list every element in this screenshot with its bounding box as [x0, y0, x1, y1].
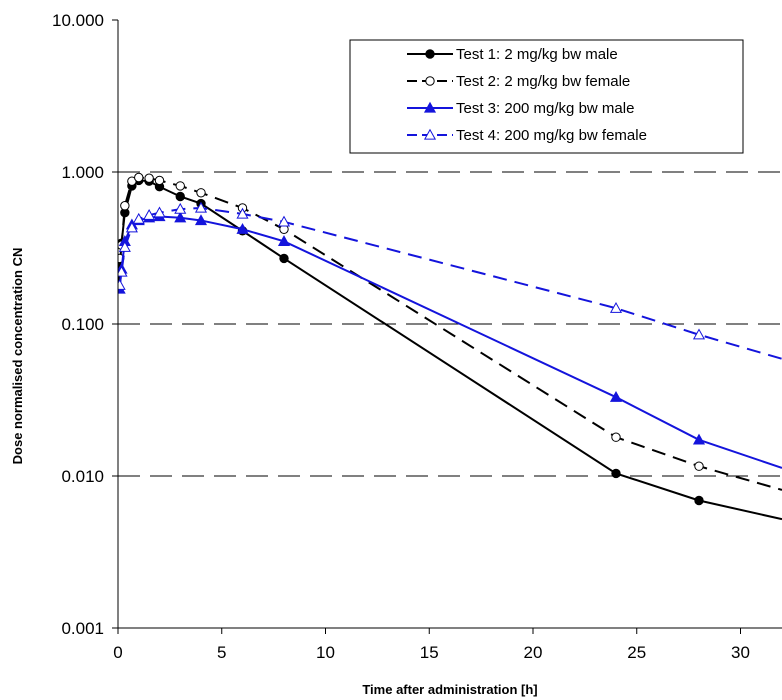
x-tick-label: 30 [731, 643, 750, 662]
data-point [144, 173, 154, 183]
x-tick-label: 20 [524, 643, 543, 662]
legend-entry: Test 1: 2 mg/kg bw male [407, 46, 618, 63]
legend-entry: Test 4: 200 mg/kg bw female [407, 127, 647, 144]
data-point [175, 191, 185, 202]
series-layer [118, 172, 782, 521]
legend-label: Test 4: 200 mg/kg bw female [456, 127, 647, 144]
data-point [423, 101, 437, 113]
data-point [609, 301, 623, 313]
axes [112, 19, 782, 634]
y-axis-title: Dose normalised concentration CN [10, 248, 25, 465]
data-point [134, 172, 144, 183]
data-point [694, 461, 704, 471]
series-1 [118, 175, 782, 521]
y-tick-label: 0.100 [61, 315, 104, 334]
x-axis-title: Time after administration [h] [362, 682, 537, 697]
data-point [194, 201, 208, 213]
data-point [692, 433, 706, 445]
data-point [611, 468, 621, 479]
data-point [279, 253, 289, 264]
data-point [425, 76, 435, 86]
y-tick-label: 1.000 [61, 163, 104, 182]
data-point [236, 223, 249, 234]
data-point [174, 202, 187, 214]
data-point [118, 265, 128, 277]
legend: Test 1: 2 mg/kg bw male Test 2: 2 mg/kg b… [349, 39, 744, 154]
data-point [609, 390, 623, 402]
data-point [236, 207, 249, 219]
data-point [277, 235, 291, 246]
data-point [143, 208, 156, 220]
legend-entry: Test 3: 200 mg/kg bw male [407, 100, 634, 117]
tick-labels: 0.001 0.010 0.100 1.000 10.000 0 5 10 15 20 25 30 [52, 11, 750, 662]
grid-lines [118, 171, 782, 477]
data-point [132, 212, 145, 224]
series-3 [118, 210, 782, 469]
data-point [423, 128, 437, 140]
legend-label: Test 3: 200 mg/kg bw male [456, 100, 634, 117]
series-line [118, 206, 782, 360]
data-point [194, 214, 208, 226]
data-point [196, 188, 206, 198]
series-line [118, 179, 782, 521]
data-point [118, 240, 131, 252]
x-tick-label: 15 [420, 643, 439, 662]
data-point [120, 201, 130, 211]
x-tick-label: 10 [316, 643, 335, 662]
x-tick-label: 0 [113, 643, 122, 662]
series-line [118, 215, 782, 469]
data-point [277, 215, 291, 227]
legend-label: Test 1: 2 mg/kg bw male [456, 46, 618, 63]
data-point [125, 221, 138, 233]
data-point [694, 495, 704, 506]
data-point [611, 432, 621, 442]
data-point [175, 181, 185, 191]
series-4 [118, 201, 782, 360]
data-point [118, 278, 126, 290]
data-point [425, 49, 435, 59]
x-tick-label: 5 [217, 643, 226, 662]
data-point [154, 175, 165, 186]
y-tick-label: 10.000 [52, 11, 104, 30]
y-tick-label: 0.001 [61, 619, 104, 638]
y-tick-label: 0.010 [61, 467, 104, 486]
legend-entry: Test 2: 2 mg/kg bw female [407, 73, 630, 90]
x-tick-label: 25 [627, 643, 646, 662]
series-2 [118, 172, 782, 491]
data-point [692, 328, 706, 340]
legend-label: Test 2: 2 mg/kg bw female [456, 73, 630, 90]
data-point [174, 211, 187, 223]
data-point [153, 206, 166, 218]
